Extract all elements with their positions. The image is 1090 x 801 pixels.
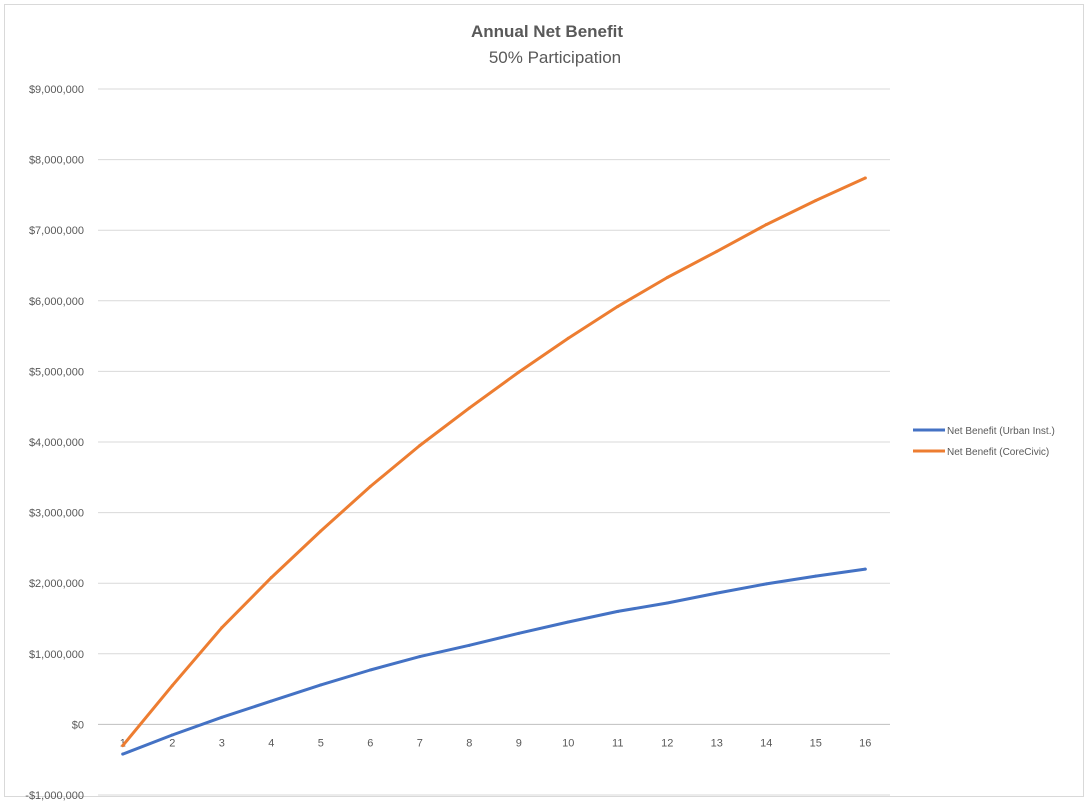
chart-subtitle: 50% Participation xyxy=(489,48,621,67)
data-point xyxy=(715,249,719,253)
data-point xyxy=(418,444,422,448)
x-tick-label: 7 xyxy=(417,737,423,749)
data-point xyxy=(467,643,471,647)
data-point xyxy=(517,370,521,374)
chart-title: Annual Net Benefit xyxy=(471,22,623,41)
data-point xyxy=(566,336,570,340)
data-point xyxy=(616,609,620,613)
y-tick-label: $0 xyxy=(72,719,84,731)
data-point xyxy=(863,567,867,571)
y-tick-label: $1,000,000 xyxy=(29,649,84,661)
data-point xyxy=(517,631,521,635)
x-tick-label: 8 xyxy=(466,737,472,749)
series-lines xyxy=(121,176,867,756)
data-point xyxy=(814,574,818,578)
x-tick-label: 6 xyxy=(367,737,373,749)
legend-label-1: Net Benefit (CoreCivic) xyxy=(947,447,1049,458)
y-tick-label: $8,000,000 xyxy=(29,155,84,167)
data-point xyxy=(368,668,372,672)
y-tick-label: $4,000,000 xyxy=(29,437,84,449)
x-tick-label: 3 xyxy=(219,737,225,749)
data-point xyxy=(319,529,323,533)
x-tick-label: 9 xyxy=(516,737,522,749)
data-point xyxy=(269,576,273,580)
data-point xyxy=(418,655,422,659)
x-tick-label: 5 xyxy=(318,737,324,749)
data-point xyxy=(764,582,768,586)
data-point xyxy=(764,223,768,227)
y-tick-label: $6,000,000 xyxy=(29,296,84,308)
x-axis-ticks: 1 2 3 4 5 6 7 8 9 10 11 12 13 14 15 16 xyxy=(120,737,872,749)
data-point xyxy=(368,484,372,488)
x-tick-label: 4 xyxy=(268,737,274,749)
y-tick-label: $5,000,000 xyxy=(29,366,84,378)
y-tick-label: $2,000,000 xyxy=(29,578,84,590)
x-tick-label: 2 xyxy=(169,737,175,749)
data-point xyxy=(863,176,867,180)
data-point xyxy=(616,304,620,308)
x-tick-label: 12 xyxy=(661,737,673,749)
x-tick-label: 10 xyxy=(562,737,574,749)
data-point xyxy=(319,683,323,687)
data-point xyxy=(814,199,818,203)
x-tick-label: 11 xyxy=(612,737,623,749)
y-tick-label: $7,000,000 xyxy=(29,225,84,237)
data-point xyxy=(715,591,719,595)
series-line-1 xyxy=(121,176,867,748)
data-point xyxy=(170,733,174,737)
data-point xyxy=(665,276,669,280)
data-point xyxy=(170,684,174,688)
data-point xyxy=(220,715,224,719)
x-tick-label: 14 xyxy=(760,737,772,749)
data-point xyxy=(467,406,471,410)
data-point xyxy=(220,626,224,630)
chart-frame xyxy=(4,4,1084,797)
x-tick-label: 16 xyxy=(859,737,871,749)
legend-label-0: Net Benefit (Urban Inst.) xyxy=(947,426,1055,437)
y-tick-label: -$1,000,000 xyxy=(25,790,84,801)
x-tick-label: 15 xyxy=(810,737,822,749)
data-point xyxy=(665,601,669,605)
data-point xyxy=(566,620,570,624)
gridlines xyxy=(98,88,890,796)
data-point xyxy=(269,699,273,703)
legend: Net Benefit (Urban Inst.) Net Benefit (Co… xyxy=(913,426,1055,458)
series-line-0 xyxy=(121,567,867,756)
y-tick-label: $9,000,000 xyxy=(29,84,84,96)
data-point xyxy=(121,744,125,748)
y-axis-ticks: $9,000,000 $8,000,000 $7,000,000 $6,000,000… xyxy=(25,84,84,801)
y-tick-label: $3,000,000 xyxy=(29,508,84,520)
x-tick-label: 13 xyxy=(711,737,723,749)
data-point xyxy=(121,752,125,756)
